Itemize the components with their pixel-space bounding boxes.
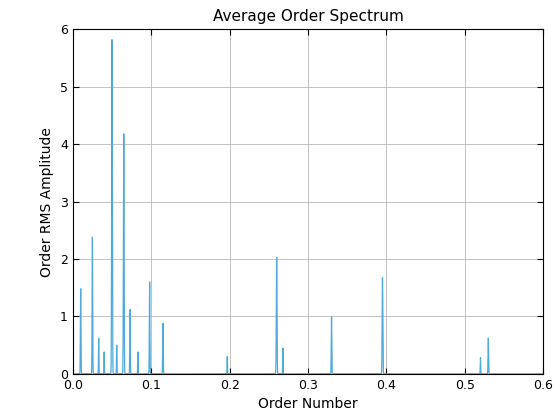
X-axis label: Order Number: Order Number xyxy=(258,397,358,411)
Y-axis label: Order RMS Amplitude: Order RMS Amplitude xyxy=(40,127,54,276)
Title: Average Order Spectrum: Average Order Spectrum xyxy=(213,9,403,24)
